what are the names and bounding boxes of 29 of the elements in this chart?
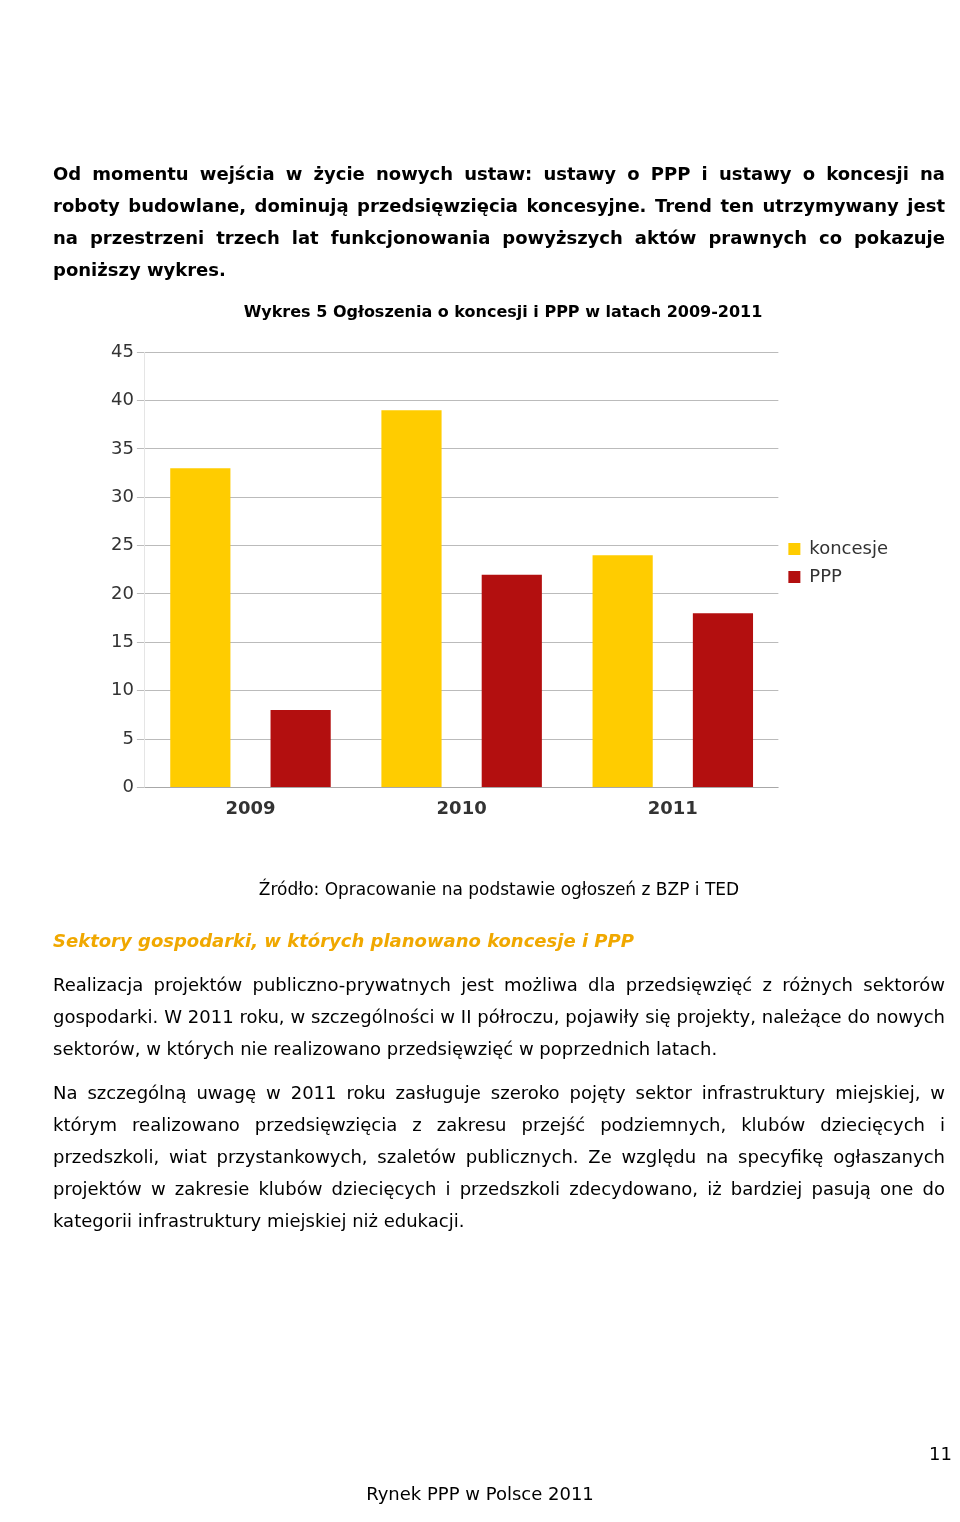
text: Od momentu wejścia w życie nowych ustaw: ustawy o PPP i ustawy o koncesji na roboty budowlane, dominują przedsięwzięcia koncesyjne. Trend ten utrzymywany jest na przestrzeni trzech lat funkcjonowania powyższych aktów prawnych co pokazuje poniższy wykres. bbox=[53, 162, 945, 282]
text: Rynek PPP w Polsce 2011 bbox=[365, 1483, 595, 1504]
bar bbox=[381, 410, 442, 787]
x-tick-label: 2011 bbox=[647, 796, 698, 818]
x-tick-label: 2009 bbox=[225, 796, 276, 818]
text: Sektory gospodarki, w których planowano koncesje i PPP bbox=[53, 929, 635, 953]
legend-label: koncesje bbox=[809, 536, 889, 558]
bar bbox=[592, 555, 653, 787]
text: Na szczególną uwagę w 2011 roku zasługuje szeroko pojęty sektor infrastruktury miejskiej, w którym realizowano przedsięwzięcia z zakresu przejść podziemnych, klubów dziecięcych i przedszkoli, wiat przystankowych, szaletów publicznych. Ze względu na specyfikę ogłaszanych projektów w zakresie klubów dziecięcych i przedszkoli zdecydowano, iż bardziej pasują one do kategorii infrastruktury miejskiej niż edukacji. bbox=[53, 1081, 945, 1233]
y-tick-label: 5 bbox=[122, 726, 134, 748]
legend-label: PPP bbox=[809, 564, 843, 586]
chart-title: Wykres 5 Ogłoszenia o koncesji i PPP w latach 2009-2011 bbox=[243, 301, 763, 321]
bar bbox=[270, 710, 331, 787]
text: Źródło: Opracowanie na podstawie ogłoszeń z BZP i TED bbox=[257, 877, 741, 901]
y-tick-label: 10 bbox=[111, 678, 134, 700]
bar bbox=[692, 613, 754, 787]
y-tick-label: 30 bbox=[111, 484, 134, 506]
y-tick-label: 35 bbox=[111, 436, 134, 458]
bar bbox=[170, 468, 231, 787]
text: Realizacja projektów publiczno-prywatnych jest możliwa dla przedsięwzięć z różnych sektorów gospodarki. W 2011 roku, w szczególności w II półroczu, pojawiły się projekty, należące do nowych sektorów, w których nie realizowano przedsięwzięć w poprzednich latach. bbox=[53, 973, 945, 1061]
y-tick-label: 45 bbox=[111, 339, 134, 361]
y-tick-label: 15 bbox=[111, 630, 134, 652]
y-tick-label: 40 bbox=[111, 388, 134, 410]
bar bbox=[481, 574, 542, 787]
x-tick-label: 2010 bbox=[436, 796, 487, 818]
y-tick-label: 20 bbox=[111, 581, 134, 603]
y-tick-label: 25 bbox=[111, 533, 134, 555]
y-tick-label: 0 bbox=[122, 775, 134, 797]
text: 11 bbox=[929, 1443, 952, 1464]
